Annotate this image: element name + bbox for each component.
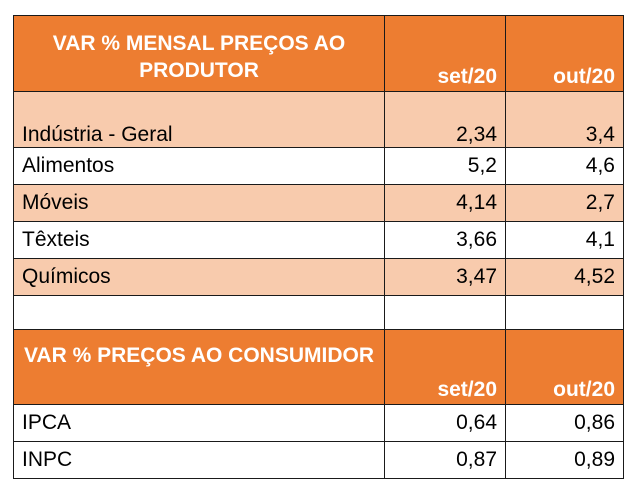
producer-col-set: set/20 (384, 15, 506, 92)
blank-cell (505, 295, 624, 330)
blank-row (13, 295, 624, 330)
row-set-value: 5,2 (384, 147, 506, 185)
row-set-value: 0,87 (384, 441, 506, 479)
table-row: IPCA 0,64 0,86 (13, 404, 624, 442)
row-out-value: 4,6 (505, 147, 624, 185)
producer-header-row: VAR % MENSAL PREÇOS AO PRODUTOR set/20 o… (13, 15, 624, 92)
row-out-value: 2,7 (505, 184, 624, 222)
consumer-col-set: set/20 (384, 329, 506, 405)
consumer-col-out: out/20 (505, 329, 624, 405)
table-row: Móveis 4,14 2,7 (13, 184, 624, 222)
row-out-value: 4,1 (505, 221, 624, 259)
row-label: Alimentos (13, 147, 385, 185)
row-label: Químicos (13, 258, 385, 296)
producer-col-out: out/20 (505, 15, 624, 92)
row-label: Têxteis (13, 221, 385, 259)
table-row: Químicos 3,47 4,52 (13, 258, 624, 296)
row-set-value: 0,64 (384, 404, 506, 442)
row-label: INPC (13, 441, 385, 479)
consumer-header-row: VAR % PREÇOS AO CONSUMIDOR set/20 out/20 (13, 329, 624, 405)
row-set-value: 4,14 (384, 184, 506, 222)
row-set-value: 3,47 (384, 258, 506, 296)
price-variation-table: VAR % MENSAL PREÇOS AO PRODUTOR set/20 o… (13, 15, 624, 479)
row-label: Móveis (13, 184, 385, 222)
consumer-title: VAR % PREÇOS AO CONSUMIDOR (13, 329, 385, 405)
row-set-value: 3,66 (384, 221, 506, 259)
row-label: Indústria - Geral (13, 91, 385, 148)
row-label: IPCA (13, 404, 385, 442)
row-set-value: 2,34 (384, 91, 506, 148)
table-row: INPC 0,87 0,89 (13, 441, 624, 479)
row-out-value: 0,86 (505, 404, 624, 442)
table-row: Indústria - Geral 2,34 3,4 (13, 91, 624, 148)
table-row: Alimentos 5,2 4,6 (13, 147, 624, 185)
producer-title: VAR % MENSAL PREÇOS AO PRODUTOR (13, 15, 385, 92)
row-out-value: 0,89 (505, 441, 624, 479)
table-row: Têxteis 3,66 4,1 (13, 221, 624, 259)
blank-cell (13, 295, 385, 330)
blank-cell (384, 295, 506, 330)
row-out-value: 3,4 (505, 91, 624, 148)
row-out-value: 4,52 (505, 258, 624, 296)
